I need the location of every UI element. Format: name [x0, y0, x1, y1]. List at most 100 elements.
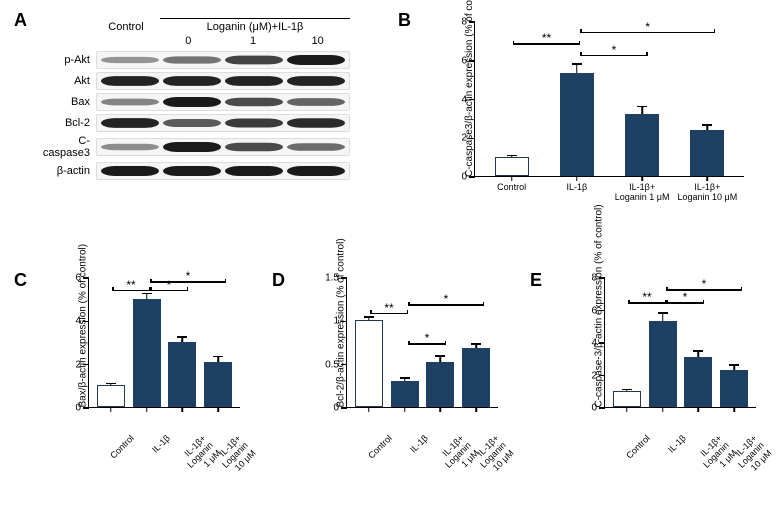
bar — [462, 277, 490, 407]
bar-rect — [684, 357, 712, 407]
bar-rect — [462, 348, 490, 407]
figure: A Control Loganin (μM)+IL-1β 0 1 10 p-Ak… — [0, 0, 780, 528]
wb-band — [163, 142, 221, 152]
bar — [690, 21, 724, 176]
x-label: IL-1β+Loganin10 μM — [727, 433, 774, 480]
wb-row: Bcl-2 — [40, 114, 350, 132]
wb-band — [101, 99, 159, 106]
bar — [720, 277, 748, 407]
wb-band — [287, 143, 345, 151]
wb-band — [101, 76, 159, 86]
bar — [649, 277, 677, 407]
error-cap — [364, 316, 374, 318]
wb-protein-label: C-caspase3 — [40, 135, 96, 159]
significance-marker: * — [425, 331, 430, 345]
wb-band — [225, 98, 283, 107]
bar-rect — [97, 385, 125, 407]
chart-area: 02468C-caspase3/β-actin expression (% of… — [474, 22, 744, 177]
significance-marker: * — [186, 269, 191, 283]
panel-b-label: B — [398, 10, 411, 31]
wb-band — [101, 118, 159, 128]
bars-group — [605, 278, 756, 407]
x-label: IL-1β+Loganin 10 μM — [676, 182, 740, 203]
wb-band — [225, 119, 283, 128]
panel-b-chart: 02468C-caspase3/β-actin expression (% of… — [440, 22, 760, 222]
bar-rect — [133, 299, 161, 407]
bar-rect — [355, 320, 383, 407]
x-label: IL-1β+Loganin10 μM — [469, 433, 516, 480]
x-tick — [641, 176, 643, 181]
error-bar — [662, 313, 664, 321]
bar — [625, 21, 659, 176]
significance-marker: * — [645, 20, 650, 34]
bar — [168, 277, 196, 407]
error-cap — [729, 364, 739, 366]
bar — [355, 277, 383, 407]
bar-rect — [495, 157, 529, 176]
error-cap — [471, 343, 481, 345]
wb-band — [163, 97, 221, 107]
x-labels: ControlIL-1βIL-1β+Loganin1 μMIL-1β+Logan… — [347, 409, 498, 464]
wb-band — [163, 56, 221, 63]
bar — [204, 277, 232, 407]
bar — [391, 277, 419, 407]
bar-rect — [613, 391, 641, 407]
error-cap — [106, 383, 116, 385]
wb-band — [163, 119, 221, 127]
x-labels: ControlIL-1βIL-1β+Loganin1 μMIL-1β+Logan… — [89, 409, 240, 464]
error-bar — [641, 106, 643, 114]
x-tick — [707, 176, 709, 181]
wb-band — [101, 144, 159, 151]
wb-lanes — [96, 51, 350, 69]
wb-row: Bax — [40, 93, 350, 111]
wb-band — [287, 98, 345, 106]
panel-c-label: C — [14, 270, 27, 291]
panel-d-chart: 00.511.5Bcl-2/β-actin expression (% of c… — [316, 278, 506, 448]
bars-group — [89, 278, 240, 407]
bar-rect — [720, 370, 748, 407]
wb-protein-label: p-Akt — [40, 54, 96, 66]
panel-e-label: E — [530, 270, 542, 291]
wb-band — [225, 56, 283, 65]
bar-rect — [426, 362, 454, 407]
wb-protein-label: Bcl-2 — [40, 117, 96, 129]
error-cap — [400, 377, 410, 379]
wb-dose-row: 0 1 10 — [40, 35, 350, 47]
wb-lanes — [96, 93, 350, 111]
wb-lanes — [96, 162, 350, 180]
panel-d-label: D — [272, 270, 285, 291]
panel-e-chart: 02468C-caspase-3/β-actin expression (% o… — [574, 278, 764, 448]
significance-marker: ** — [642, 290, 651, 304]
wb-lanes — [96, 72, 350, 90]
x-labels: ControlIL-1βIL-1β+Loganin1 μMIL-1β+Logan… — [605, 409, 756, 464]
chart-area: 02468C-caspase-3/β-actin expression (% o… — [604, 278, 756, 408]
wb-header-control: Control — [96, 21, 156, 33]
wb-header-treat: Loganin (μM)+IL-1β — [160, 18, 350, 33]
significance-marker: * — [683, 290, 688, 304]
bar — [426, 277, 454, 407]
error-bar — [576, 64, 578, 74]
error-cap — [658, 312, 668, 314]
error-cap — [177, 336, 187, 338]
bar — [684, 277, 712, 407]
wb-band — [287, 166, 345, 176]
x-tick — [511, 176, 513, 181]
bar-rect — [391, 381, 419, 407]
error-cap — [622, 389, 632, 391]
significance-marker: ** — [542, 31, 551, 45]
wb-lanes — [96, 114, 350, 132]
significance-marker: ** — [384, 301, 393, 315]
wb-band — [225, 143, 283, 152]
wb-band — [101, 166, 159, 176]
wb-band — [287, 55, 345, 65]
error-cap — [572, 63, 582, 65]
bar-rect — [560, 73, 594, 176]
error-cap — [507, 155, 517, 157]
wb-band — [101, 57, 159, 63]
panel-c-chart: 0246Bax/β-actin expression (% of control… — [58, 278, 248, 448]
wb-row: C-caspase3 — [40, 135, 350, 159]
error-cap — [702, 124, 712, 126]
bar-rect — [168, 342, 196, 407]
bar — [97, 277, 125, 407]
wb-dose: 10 — [285, 35, 350, 47]
